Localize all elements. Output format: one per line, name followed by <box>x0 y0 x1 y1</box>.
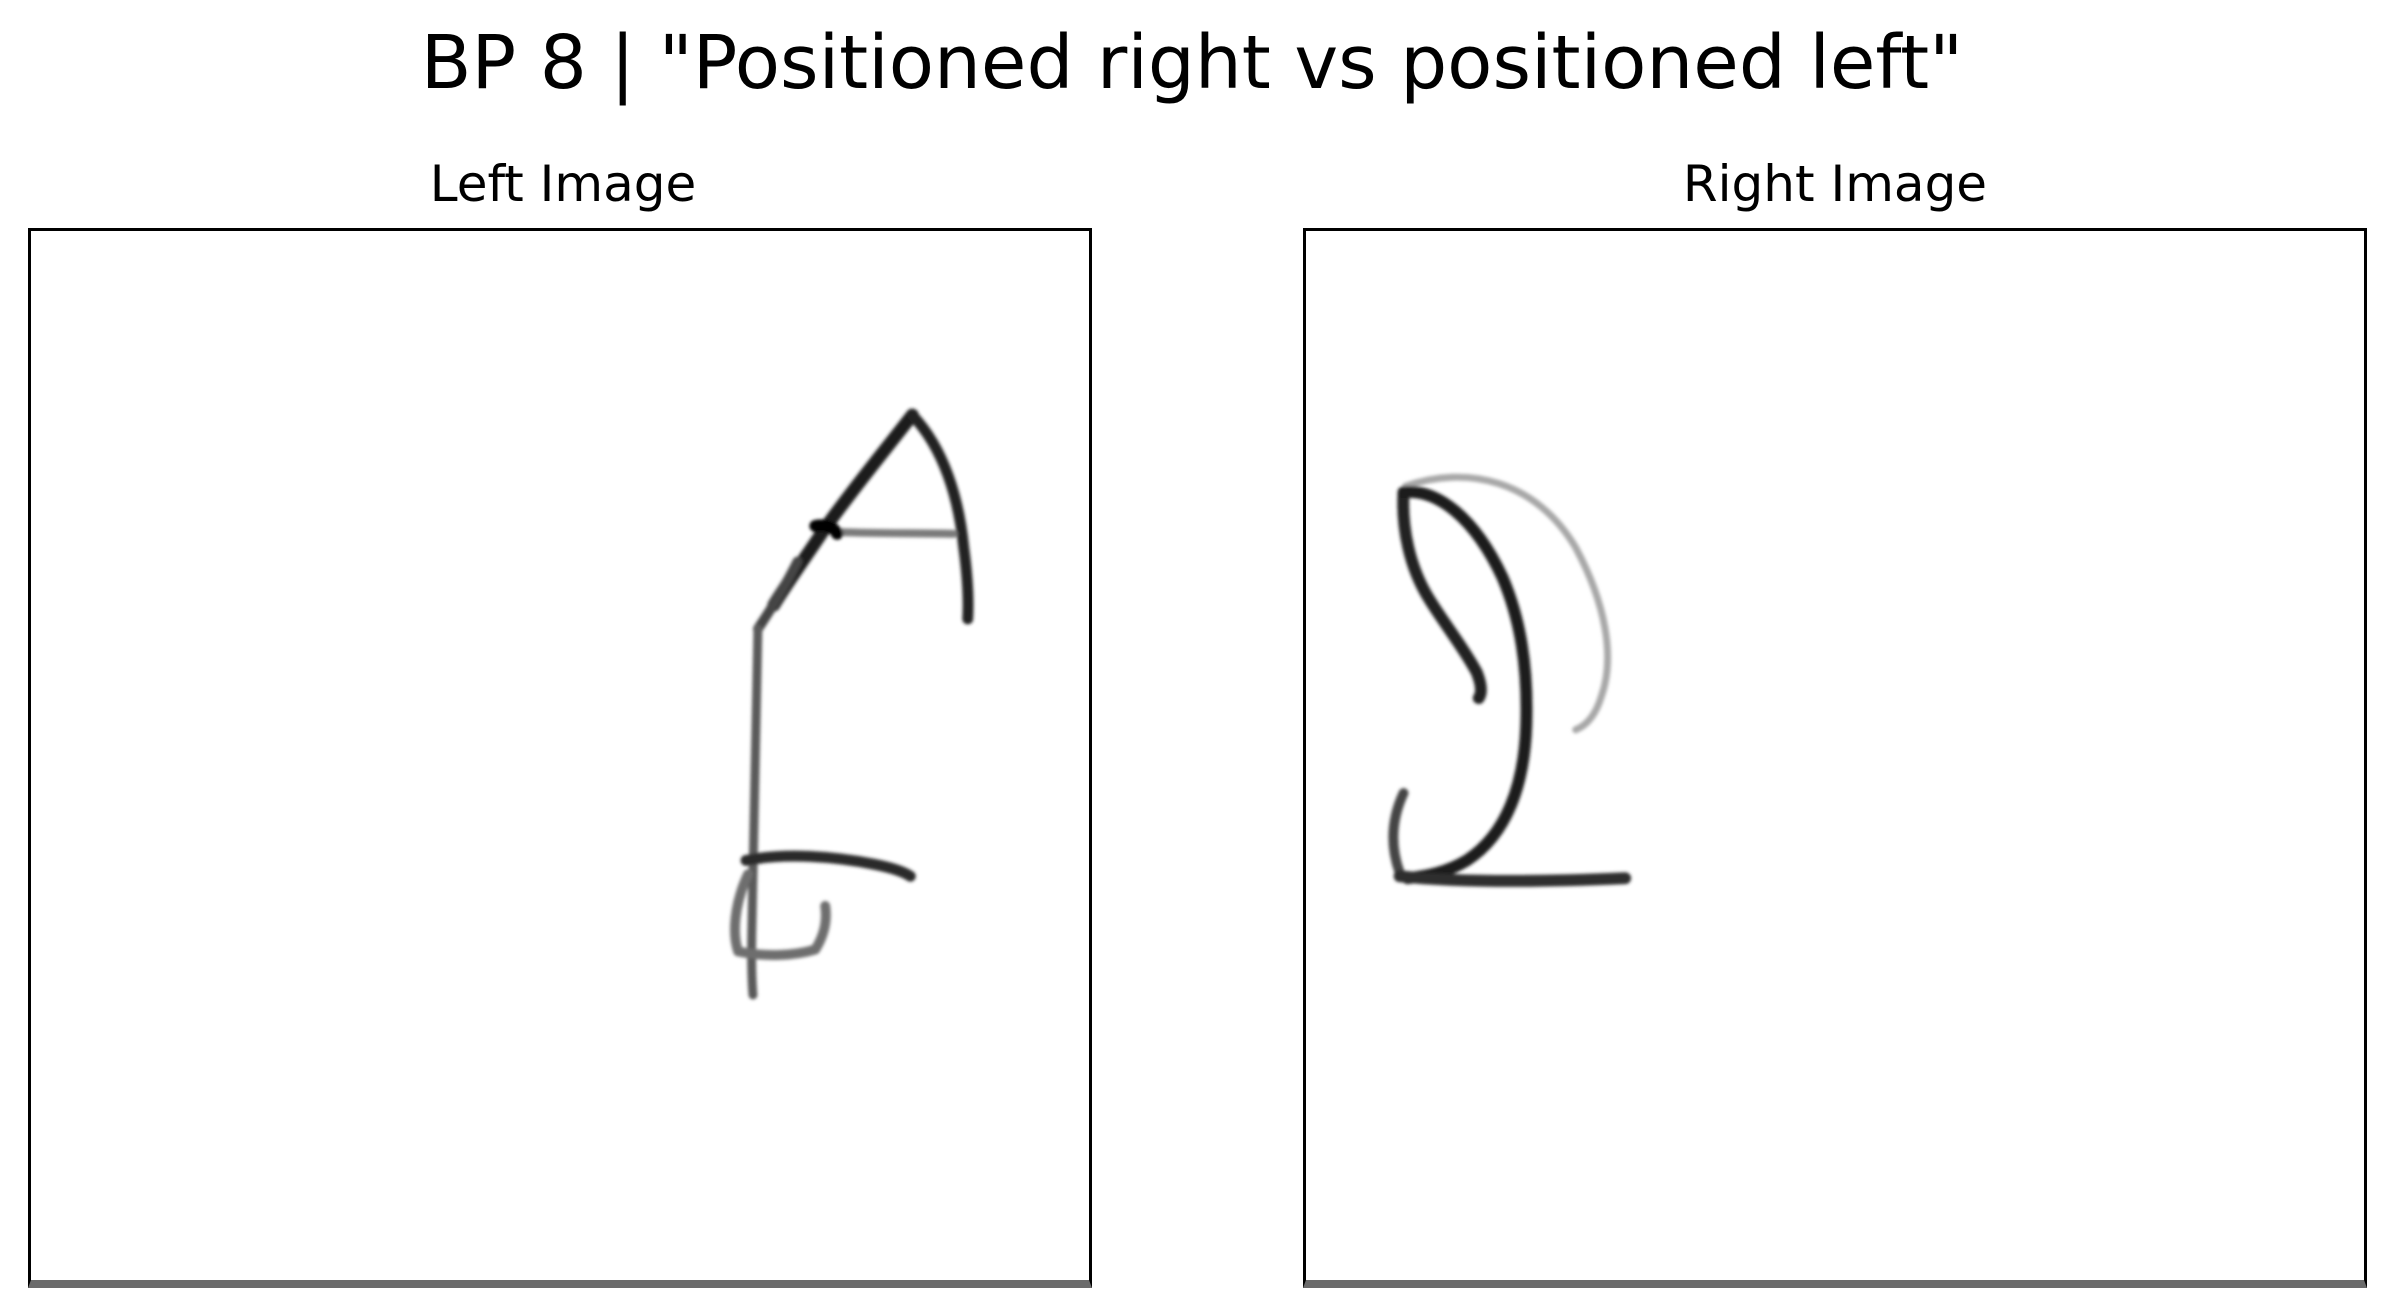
glyph-stroke-diagonal <box>752 556 803 634</box>
glyph-stroke-left-hook <box>1388 788 1409 878</box>
glyph-stroke-base <box>1393 870 1632 887</box>
glyph-stroke-stem <box>747 624 763 1000</box>
glyph-stroke-tail <box>740 850 916 882</box>
right-handwritten-glyph <box>1388 473 1632 887</box>
left-image-panel <box>28 228 1092 1288</box>
glyph-stroke-hook <box>730 869 831 960</box>
left-panel-title: Left Image <box>429 155 697 213</box>
glyph-stroke-inner-loop <box>1397 486 1487 705</box>
glyph-stroke-a-right <box>906 409 974 625</box>
figure-title: BP 8 | "Positioned right vs positioned l… <box>420 20 1964 106</box>
glyph-stroke-knot <box>809 519 844 540</box>
glyph-stroke-outer-arc <box>1402 473 1612 734</box>
right-panel-title: Right Image <box>1682 155 1988 213</box>
left-handwritten-glyph <box>730 408 974 1000</box>
right-image-panel <box>1303 228 2367 1288</box>
glyph-stroke-body <box>1397 486 1533 885</box>
glyph-stroke-a-crossbar <box>829 527 958 538</box>
